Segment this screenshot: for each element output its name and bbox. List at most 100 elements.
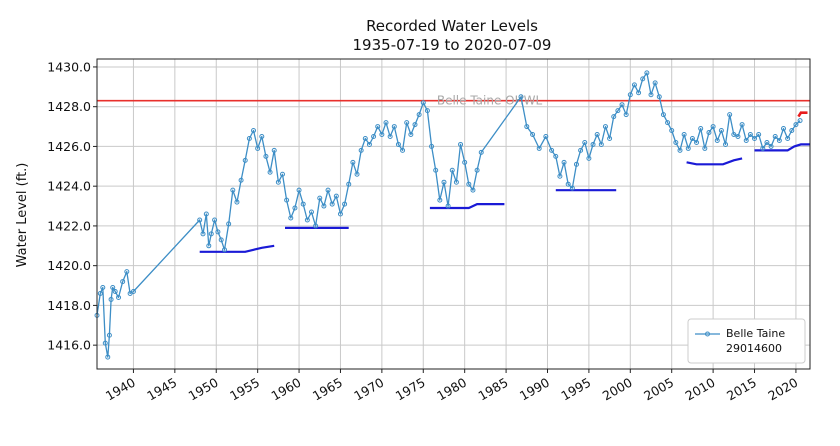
data-point: [669, 128, 675, 134]
data-point: [681, 132, 687, 138]
data-point: [395, 141, 401, 147]
y-tick-label: 1428.0: [47, 99, 91, 114]
data-point: [222, 247, 228, 253]
data-point: [358, 147, 364, 153]
data-point: [689, 135, 695, 141]
data-point: [234, 199, 240, 205]
data-point: [97, 290, 103, 296]
data-point: [212, 217, 218, 223]
data-point: [112, 289, 118, 294]
data-point: [441, 179, 447, 185]
legend: Belle Taine 29014600: [687, 318, 806, 364]
data-point: [429, 143, 435, 149]
data-point: [304, 217, 310, 223]
data-point: [772, 134, 778, 139]
data-point: [797, 118, 803, 124]
data-point: [677, 147, 683, 153]
data-point: [739, 122, 745, 128]
data-point: [578, 147, 584, 153]
data-point: [197, 217, 203, 223]
data-point: [321, 203, 327, 209]
data-point: [652, 80, 658, 86]
data-point: [636, 90, 642, 96]
data-point: [474, 167, 480, 173]
data-point: [466, 181, 472, 187]
data-point: [251, 128, 257, 134]
data-point: [400, 147, 406, 153]
data-point: [238, 177, 244, 183]
data-point: [644, 70, 650, 76]
data-point: [781, 126, 787, 132]
legend-label: 29014600: [726, 342, 782, 355]
y-axis-ticks: 1416.0 1418.0 1420.0 1422.0 1424.0 1426.0 1428…: [47, 59, 97, 353]
data-point: [375, 124, 381, 130]
data-point: [602, 124, 608, 130]
data-point: [437, 197, 443, 203]
data-point: [518, 94, 524, 100]
data-point: [698, 126, 704, 132]
data-point: [627, 92, 633, 98]
data-point: [561, 159, 567, 165]
series-line: [96, 72, 801, 358]
runout-line: [429, 203, 505, 210]
data-point: [648, 92, 654, 98]
data-point: [275, 179, 281, 185]
data-point: [582, 139, 588, 145]
data-point: [586, 155, 592, 161]
data-point: [445, 203, 451, 209]
data-point: [120, 279, 126, 285]
data-point: [300, 201, 306, 207]
y-axis-label: Water Level (ft.): [15, 163, 30, 268]
y-tick-label: 1416.0: [47, 338, 91, 353]
data-point: [607, 135, 613, 141]
data-point: [573, 161, 579, 167]
runout-line: [754, 143, 810, 152]
data-point: [416, 112, 422, 118]
data-point: [623, 112, 629, 118]
data-point: [200, 231, 206, 237]
data-point: [259, 134, 265, 139]
data-point: [383, 120, 389, 126]
data-point: [279, 171, 285, 177]
data-point: [350, 159, 356, 165]
data-point: [420, 100, 426, 106]
data-point: [329, 201, 335, 207]
data-point: [565, 181, 571, 187]
data-point: [371, 134, 377, 139]
data-point: [549, 147, 555, 153]
data-point: [108, 296, 114, 302]
data-point: [685, 145, 691, 151]
data-point: [747, 132, 753, 138]
data-point: [130, 289, 136, 294]
data-point: [743, 137, 749, 143]
data-point: [590, 141, 596, 147]
data-point: [387, 134, 393, 139]
data-point: [102, 340, 108, 346]
data-point: [524, 124, 530, 130]
data-point: [110, 285, 116, 291]
data-point: [424, 108, 430, 114]
data-point: [346, 181, 352, 187]
data-point: [218, 237, 224, 243]
data-point: [116, 294, 122, 300]
data-point: [702, 145, 708, 151]
data-point: [203, 211, 209, 217]
data-point: [640, 76, 646, 82]
data-point: [408, 132, 414, 138]
data-point: [727, 112, 733, 118]
y-tick-label: 1420.0: [47, 258, 91, 273]
y-tick-label: 1418.0: [47, 298, 91, 313]
data-point: [354, 171, 360, 177]
y-tick-label: 1422.0: [47, 218, 91, 233]
data-point: [255, 145, 261, 151]
data-point: [124, 269, 130, 275]
data-point: [594, 132, 600, 138]
data-point: [478, 149, 484, 155]
data-point: [673, 139, 679, 145]
data-point: [536, 145, 542, 151]
data-point: [710, 124, 716, 130]
data-point: [292, 205, 298, 211]
data-point: [714, 137, 720, 143]
